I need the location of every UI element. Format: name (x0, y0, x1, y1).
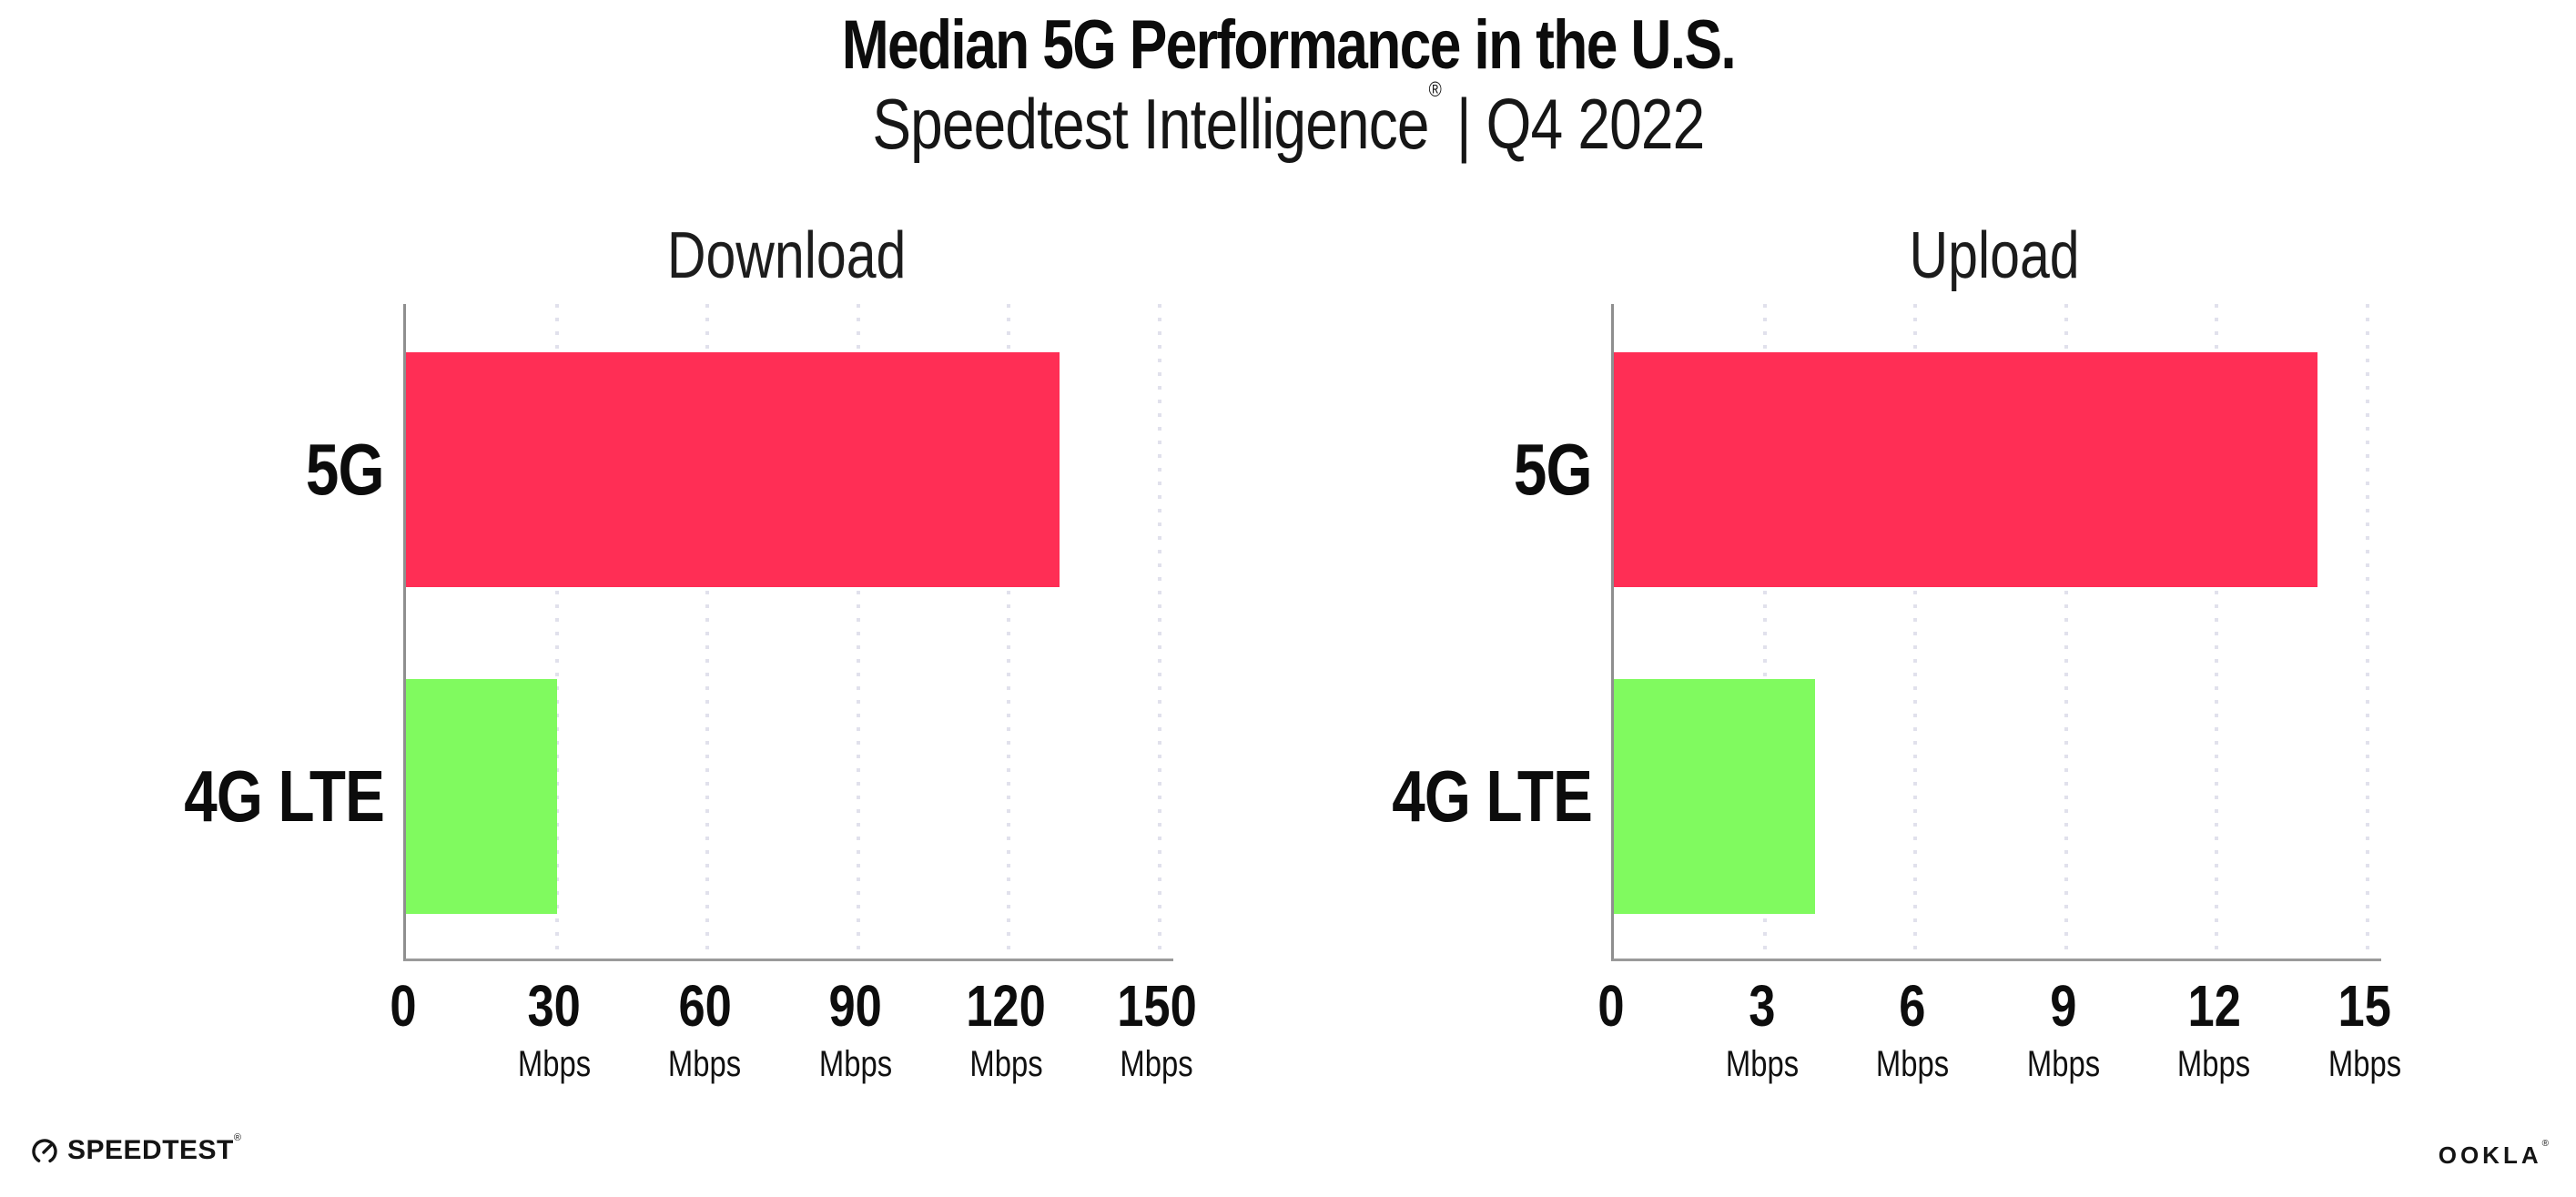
x-tick-unit: Mbps (1725, 1044, 1799, 1084)
gridline-9-upload (2064, 304, 2068, 959)
page-title: Median 5G Performance in the U.S. (0, 7, 2576, 84)
x-tick-30-download: 30 Mbps (510, 977, 599, 1082)
x-tick-value: 3 (1749, 973, 1776, 1039)
x-tick-unit: Mbps (818, 1044, 892, 1084)
category-label-5g-upload: 5G (1496, 429, 1593, 510)
gridline-90-download (856, 304, 860, 959)
download-chart-title: Download (403, 223, 1171, 289)
x-tick-value: 60 (678, 973, 732, 1039)
download-chart: Download 5G 4G LTE 0 30 Mbps 60 Mbps 90 Mbps 120… (139, 168, 1197, 1165)
upload-category-labels: 5G 4G LTE (1347, 304, 1611, 959)
upload-chart-title: Upload (1611, 223, 2378, 289)
ookla-logo: OOKLA® (2438, 1140, 2549, 1169)
gridline-150-download (1158, 304, 1161, 959)
x-tick-unit: Mbps (1120, 1044, 1194, 1084)
x-tick-15-upload: 15 Mbps (2320, 977, 2409, 1082)
x-tick-unit: Mbps (668, 1044, 742, 1084)
download-plot-area (403, 304, 1173, 961)
gridline-15-upload (2366, 304, 2369, 959)
gridline-120-download (1007, 304, 1011, 959)
x-tick-value: 30 (527, 973, 581, 1039)
gridline-60-download (705, 304, 710, 959)
x-tick-3-upload: 3 Mbps (1718, 977, 1807, 1082)
x-tick-value: 6 (1899, 973, 1926, 1039)
gridline-12-upload (2215, 304, 2219, 959)
x-tick-unit: Mbps (517, 1044, 591, 1084)
x-tick-value: 0 (390, 973, 417, 1039)
x-tick-value: 9 (2050, 973, 2077, 1039)
x-tick-0-download: 0 (387, 977, 420, 1035)
speedtest-logo: SPEEDTEST® (30, 1133, 241, 1165)
x-tick-unit: Mbps (1876, 1044, 1950, 1084)
registered-mark-icon: ® (1428, 76, 1441, 101)
upload-x-axis: 0 3 Mbps 6 Mbps 9 Mbps 12 Mbps 15 Mbps (1597, 968, 2401, 1159)
x-tick-150-download: 150 Mbps (1109, 977, 1206, 1082)
x-tick-value: 120 (966, 973, 1047, 1039)
subtitle-brand: Speedtest Intelligence (871, 84, 1429, 164)
upload-chart-title-text: Upload (1909, 219, 2081, 292)
upload-plot-area (1611, 304, 2381, 961)
x-tick-value: 12 (2187, 973, 2241, 1039)
speedtest-gauge-icon (32, 1139, 57, 1164)
category-label-text: 5G (306, 429, 385, 510)
ookla-wordmark-text: OOKLA (2438, 1141, 2542, 1169)
x-tick-120-download: 120 Mbps (958, 977, 1055, 1082)
x-tick-value: 150 (1117, 973, 1197, 1039)
category-label-text: 5G (1514, 429, 1593, 510)
upload-chart: Upload 5G 4G LTE 0 3 Mbps 6 Mbps 9 Mbps 12 Mbps 15… (1347, 168, 2401, 1165)
page-subtitle: Speedtest Intelligence® | Q4 2022 (0, 77, 2576, 166)
x-tick-0-upload: 0 (1595, 977, 1628, 1035)
gridline-3-upload (1762, 304, 1767, 959)
category-label-4g-lte-upload: 4G LTE (1348, 756, 1593, 837)
download-x-axis: 0 30 Mbps 60 Mbps 90 Mbps 120 Mbps 150 Mbps (390, 968, 1196, 1159)
x-tick-unit: Mbps (2026, 1044, 2100, 1084)
bar-5g-download (406, 352, 1060, 587)
x-tick-value: 15 (2338, 973, 2392, 1039)
bar-5g-upload (1614, 352, 2317, 587)
x-tick-value: 90 (828, 973, 882, 1039)
x-tick-value: 0 (1597, 973, 1625, 1039)
speedtest-wordmark: SPEEDTEST® (67, 1133, 241, 1165)
page-subtitle-text: Speedtest Intelligence® | Q4 2022 (871, 77, 1705, 166)
x-tick-9-upload: 9 Mbps (2019, 977, 2108, 1082)
speedtest-registered-mark: ® (233, 1132, 242, 1143)
download-chart-title-text: Download (667, 219, 907, 292)
x-tick-60-download: 60 Mbps (660, 977, 749, 1082)
x-tick-6-upload: 6 Mbps (1868, 977, 1957, 1082)
gridline-30-download (554, 304, 559, 959)
x-tick-unit: Mbps (2328, 1044, 2402, 1084)
category-label-4g-lte-download: 4G LTE (140, 756, 385, 837)
speedtest-wordmark-text: SPEEDTEST (67, 1135, 234, 1165)
category-label-text: 4G LTE (1392, 756, 1593, 837)
subtitle-period: | Q4 2022 (1440, 84, 1705, 164)
bar-4g-lte-upload (1614, 679, 1815, 914)
category-label-text: 4G LTE (184, 756, 385, 837)
gridline-6-upload (1913, 304, 1918, 959)
x-tick-90-download: 90 Mbps (811, 977, 900, 1082)
download-category-labels: 5G 4G LTE (139, 304, 403, 959)
page-title-text: Median 5G Performance in the U.S. (841, 6, 1736, 84)
x-tick-unit: Mbps (969, 1044, 1043, 1084)
category-label-5g-download: 5G (289, 429, 385, 510)
bar-4g-lte-download (406, 679, 557, 914)
ookla-registered-mark: ® (2541, 1139, 2549, 1150)
x-tick-12-upload: 12 Mbps (2169, 977, 2258, 1082)
x-tick-unit: Mbps (2177, 1044, 2251, 1084)
